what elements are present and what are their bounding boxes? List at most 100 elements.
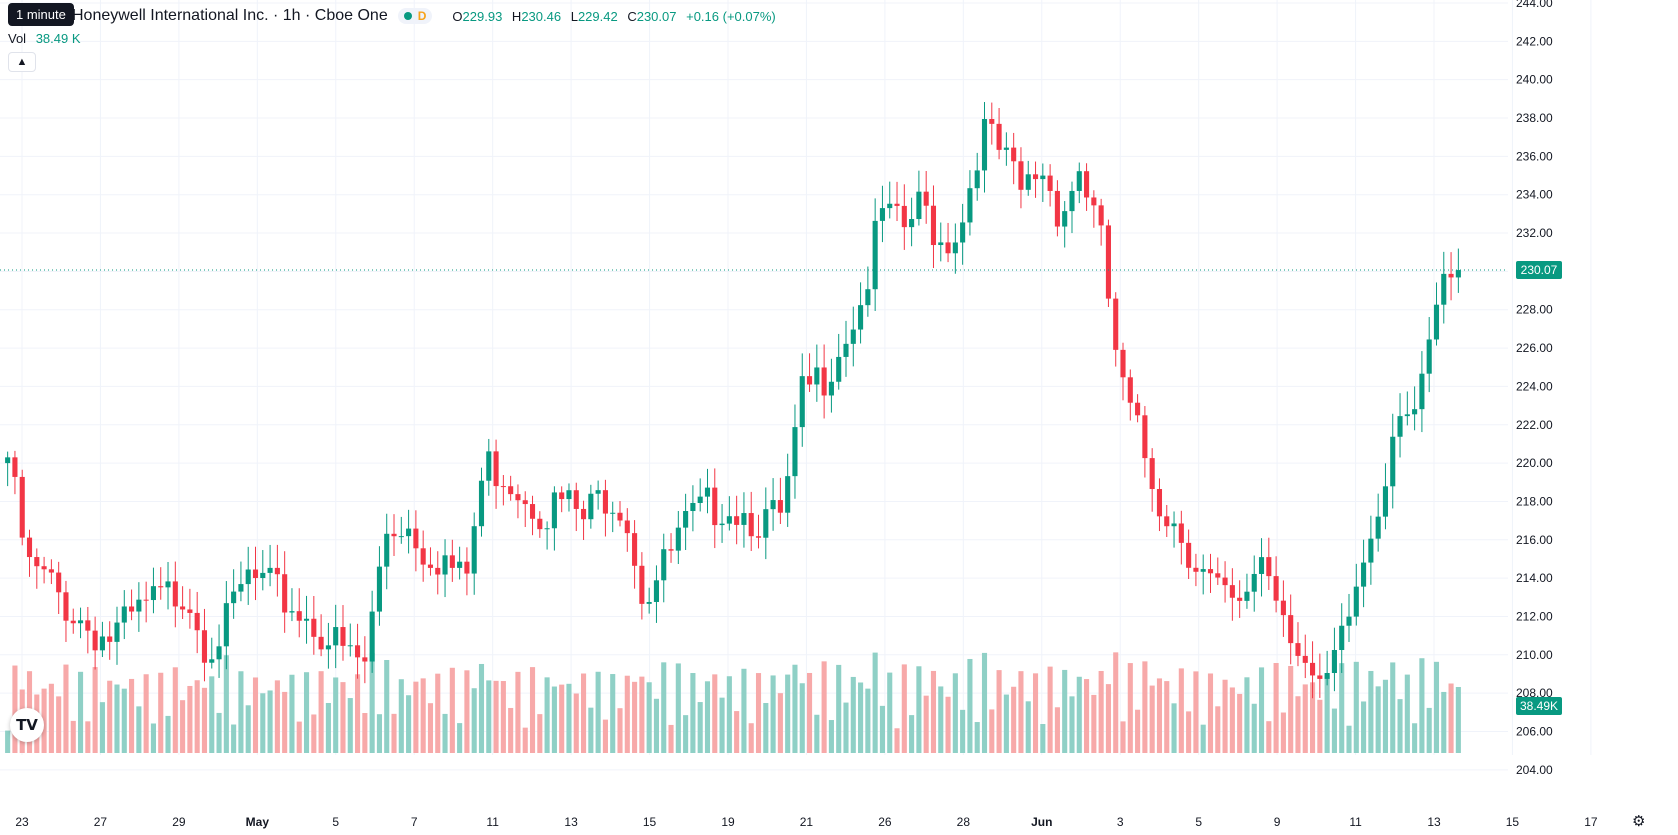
price-tick-label: 242.00: [1516, 34, 1553, 48]
open-value: 229.93: [462, 8, 503, 24]
volume-bar: [719, 697, 725, 753]
volume-bar: [398, 679, 404, 753]
ohlc-values: O229.93 H230.46 L229.42 C230.07 +0.16 (+…: [452, 8, 776, 24]
time-tick-label: 28: [957, 815, 971, 829]
candle-body: [996, 123, 1002, 150]
price-tick-label: 218.00: [1516, 494, 1553, 508]
volume-bar: [850, 676, 856, 753]
change-value: +0.16 (+0.07%): [686, 8, 776, 24]
volume-bar: [777, 693, 783, 753]
chart-legend: Honeywell International Inc. · 1h · Cboe…: [8, 6, 776, 26]
volume-bar: [624, 675, 630, 753]
volume-bar: [493, 680, 499, 753]
gear-icon[interactable]: ⚙: [1632, 813, 1646, 830]
volume-bar: [457, 723, 463, 753]
candle-body: [1258, 557, 1265, 574]
candle-body: [114, 622, 120, 642]
candle-body: [427, 564, 434, 568]
volume-bar: [1455, 686, 1461, 753]
close-value: 230.07: [636, 8, 677, 24]
time-tick-label: 11: [486, 815, 499, 829]
volume-bar: [260, 693, 266, 753]
candle-body: [1105, 225, 1111, 299]
candle-body: [216, 646, 222, 660]
volume-bar: [529, 667, 536, 753]
volume-bar: [1098, 670, 1104, 753]
candle-body: [231, 591, 237, 604]
time-tick-label: 26: [878, 815, 892, 829]
candle-body: [938, 242, 944, 246]
candle-body: [1069, 190, 1075, 212]
candle-body: [158, 586, 164, 588]
candle-body: [252, 569, 259, 579]
candle-body: [435, 567, 441, 575]
volume-bar: [1215, 706, 1221, 753]
candle-body: [653, 580, 660, 602]
candle-body: [1331, 649, 1337, 674]
collapse-legend-button[interactable]: ▲: [8, 52, 36, 72]
volume-bar: [792, 664, 798, 753]
last-volume-label: 38.49K: [1520, 699, 1558, 713]
candle-body: [129, 606, 135, 612]
candle-body: [1127, 377, 1133, 403]
candle-body: [1310, 662, 1316, 676]
candle-body: [1397, 416, 1403, 437]
volume-bar: [413, 681, 419, 753]
candle-body: [821, 367, 827, 396]
candle-body: [303, 618, 310, 621]
candle-body: [887, 203, 893, 209]
price-tick-label: 232.00: [1516, 226, 1553, 240]
candle-body: [1346, 616, 1352, 626]
last-price-label: 230.07: [1521, 263, 1558, 277]
candle-body: [457, 561, 463, 568]
candle-body: [107, 636, 113, 642]
tradingview-logo[interactable]: TV: [10, 708, 44, 742]
volume-bar: [712, 674, 718, 753]
candle-body: [41, 566, 47, 570]
price-tick-label: 206.00: [1516, 724, 1553, 738]
volume-bar: [588, 707, 594, 753]
price-tick-label: 240.00: [1516, 73, 1553, 87]
volume-bar: [755, 673, 762, 753]
candle-body: [755, 536, 762, 538]
candle-body: [989, 119, 995, 124]
volume-bar: [1368, 670, 1374, 753]
candle-body: [1178, 523, 1184, 543]
volume-bar: [617, 708, 623, 753]
volume-bar: [894, 728, 900, 753]
volume-bar: [806, 672, 813, 753]
volume-bar: [1105, 684, 1111, 753]
candle-body: [92, 630, 98, 651]
volume-bar: [478, 663, 485, 753]
volume-bar: [48, 683, 54, 753]
candle-body: [916, 191, 922, 220]
candle-body: [1368, 538, 1374, 563]
candle-body: [384, 533, 390, 567]
candle-body: [1084, 171, 1090, 198]
candle-body: [1353, 586, 1359, 617]
candle-body: [150, 586, 156, 601]
volume-bar: [1266, 721, 1272, 753]
candle-body: [245, 569, 251, 585]
volume-bar: [369, 652, 375, 753]
volume-bar: [41, 688, 47, 753]
time-tick-label: Jun: [1031, 815, 1052, 829]
candle-body: [34, 557, 40, 567]
volume-bar: [1011, 686, 1017, 753]
market-status[interactable]: D: [397, 8, 433, 24]
volume-bar: [639, 676, 645, 753]
volume-bar: [799, 683, 805, 753]
volume-bar: [129, 678, 135, 753]
time-tick-label: 29: [172, 815, 186, 829]
candle-body: [1054, 190, 1060, 227]
volume-bar: [683, 715, 689, 753]
candle-body: [99, 636, 105, 651]
price-tick-label: 222.00: [1516, 418, 1553, 432]
price-tick-label: 244.00: [1516, 0, 1553, 10]
time-tick-label: May: [246, 815, 270, 829]
volume-bar: [1397, 699, 1403, 753]
symbol-title[interactable]: Honeywell International Inc. · 1h · Cboe…: [72, 7, 388, 24]
candle-body: [544, 528, 550, 530]
candle-body: [858, 305, 864, 330]
